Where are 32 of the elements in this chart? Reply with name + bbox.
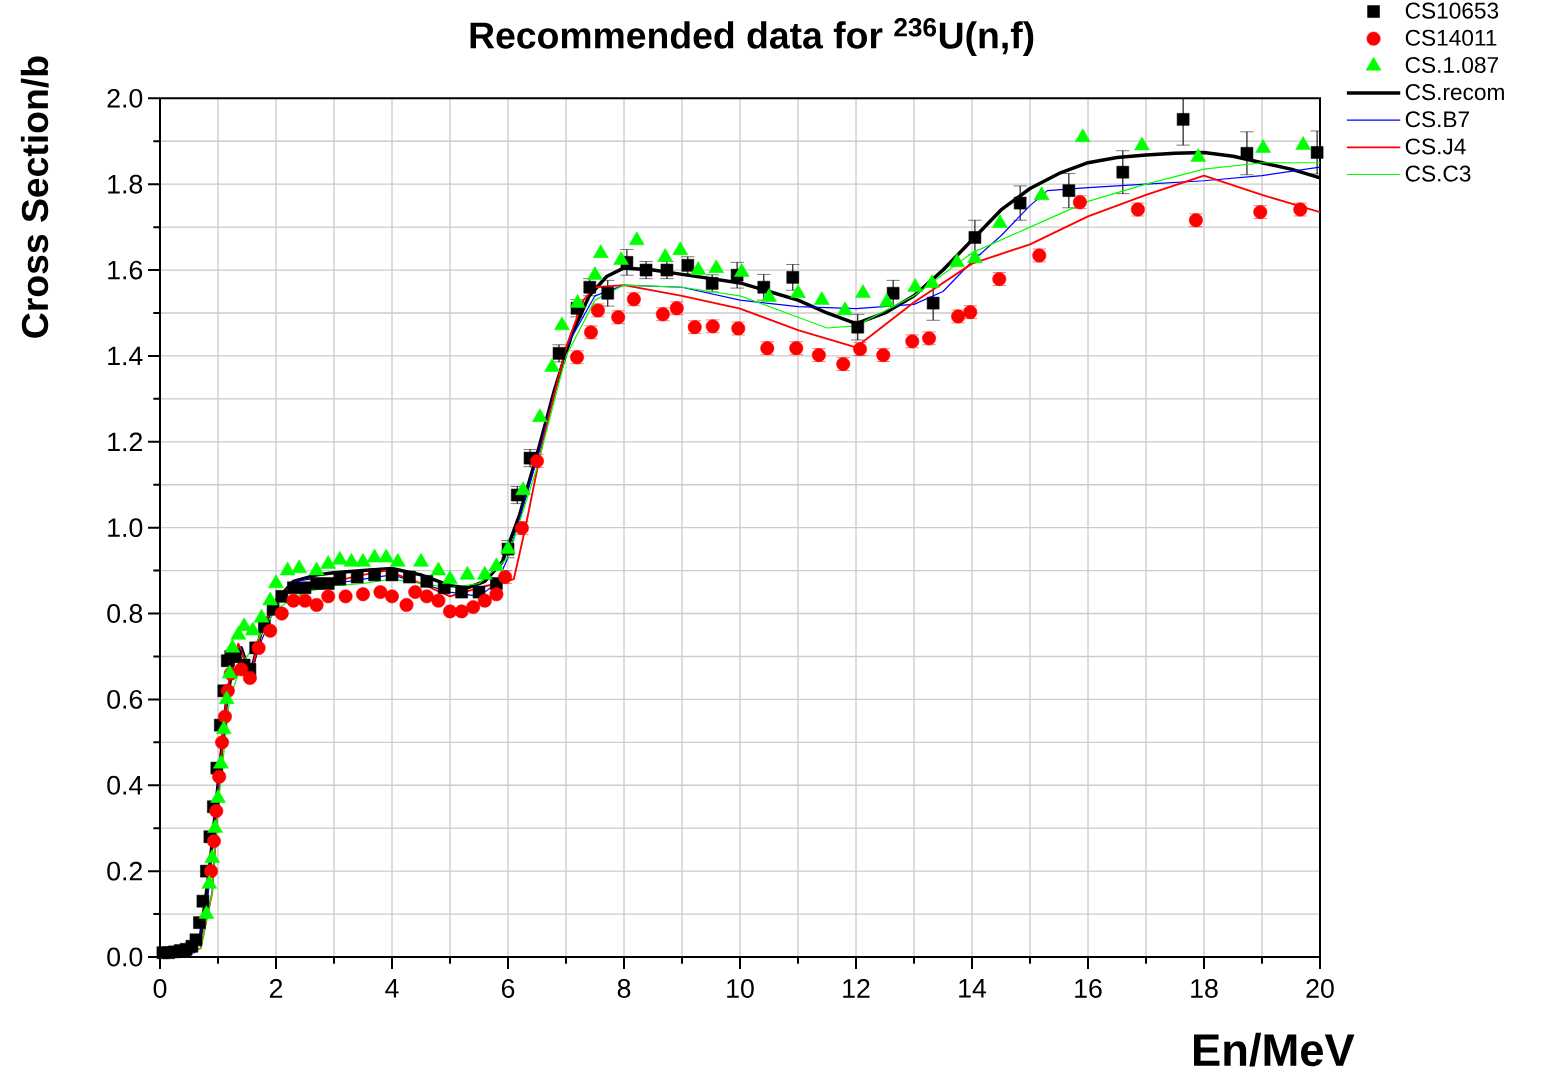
x-tick-label: 4: [385, 979, 399, 998]
legend-label: CS14011: [1405, 29, 1497, 46]
y-tick-label: 0.2: [107, 861, 142, 881]
y-axis-title: Cross Section/b: [20, 56, 49, 338]
y-tick-label: 1.0: [108, 518, 143, 538]
legend-label: CS.1.087: [1405, 56, 1498, 73]
legend-label: CS.recom: [1405, 84, 1504, 101]
legend-label: CS.J4: [1405, 138, 1466, 155]
y-tick-label: 0.4: [107, 775, 143, 795]
y-tick-label: 1.6: [108, 260, 143, 280]
legend-label: CS.B7: [1405, 111, 1469, 128]
y-tick-label: 2.0: [107, 88, 143, 108]
y-tick-label: 1.2: [108, 432, 142, 452]
y-tick-label: 0.6: [107, 689, 143, 709]
y-tick-label: 0.8: [107, 604, 143, 623]
legend-label: CS.C3: [1405, 165, 1471, 182]
x-tick-label: 16: [1075, 979, 1102, 998]
x-tick-label: 10: [727, 979, 754, 998]
x-axis-title: En/MeV: [1194, 1032, 1355, 1067]
legend-label: CS10653: [1405, 2, 1499, 19]
y-tick-label: 1.8: [108, 174, 143, 194]
x-tick-label: 18: [1191, 979, 1218, 998]
x-tick-label: 8: [617, 979, 631, 998]
x-tick-label: 6: [501, 979, 515, 998]
x-tick-label: 14: [959, 979, 987, 998]
x-tick-label: 2: [269, 979, 283, 998]
chart-title: Recommended data for $^{236}$U(n,f): [470, 18, 1034, 57]
y-tick-label: 0.0: [107, 947, 143, 967]
x-tick-label: 0: [153, 979, 167, 998]
x-tick-label: 20: [1306, 979, 1334, 998]
x-tick-label: 12: [843, 979, 870, 998]
y-tick-label: 1.4: [108, 346, 143, 366]
